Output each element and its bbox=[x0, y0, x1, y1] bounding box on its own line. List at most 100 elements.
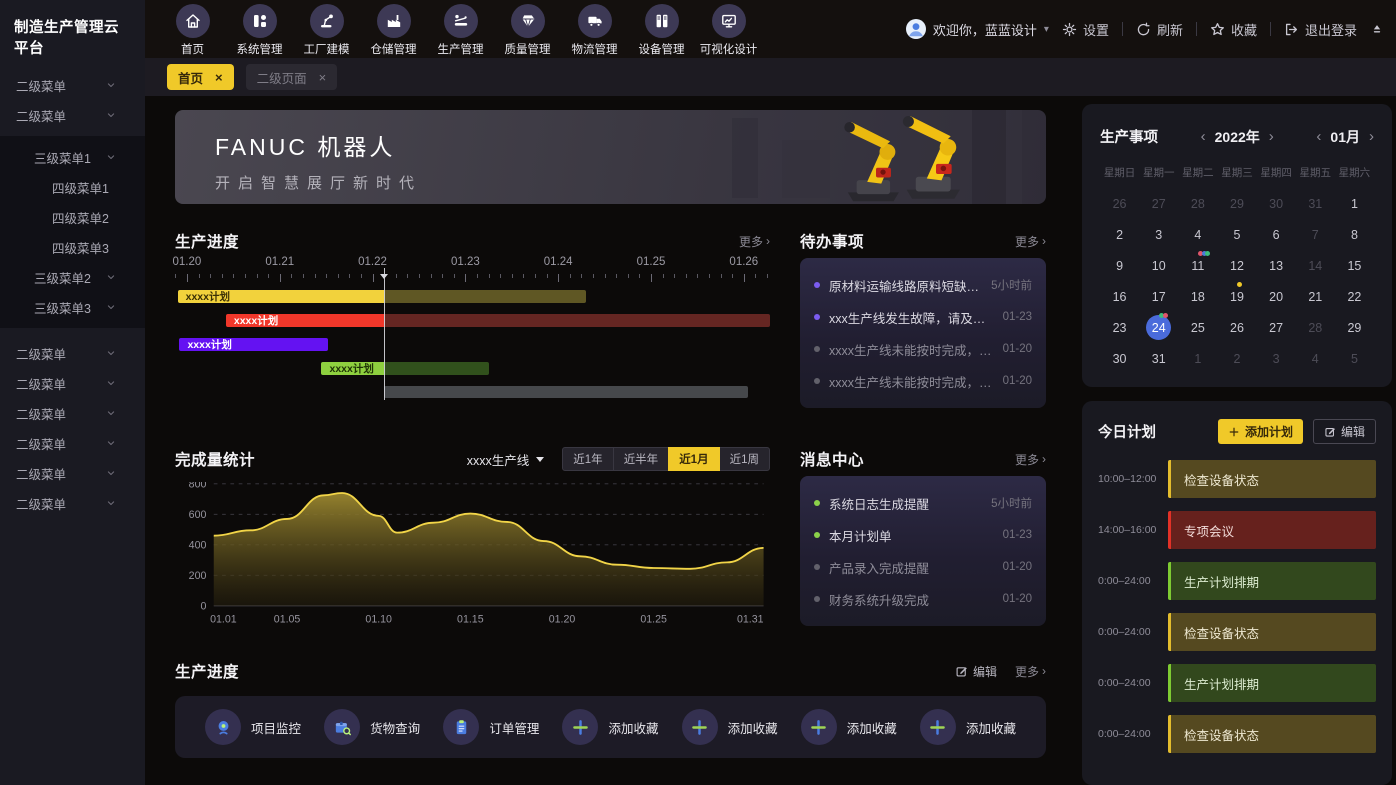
sidebar-item[interactable]: 四级菜单3 bbox=[0, 232, 145, 262]
plan-item[interactable]: 0:00–24:00 生产计划排期 bbox=[1098, 562, 1376, 600]
next-year-button[interactable]: › bbox=[1268, 128, 1274, 145]
sidebar-item[interactable]: 二级菜单 bbox=[0, 488, 145, 518]
tab-active[interactable]: 首页 × bbox=[167, 64, 234, 90]
calendar-day[interactable]: 6 bbox=[1257, 219, 1296, 250]
gantt-chart[interactable]: 01.20 01.21 01.22 01.23 01.24 01.25 01.26 xxxx计… bbox=[173, 256, 770, 404]
calendar-day[interactable]: 14 bbox=[1296, 250, 1335, 281]
sidebar-item[interactable]: 二级菜单 bbox=[0, 100, 145, 130]
range-tab[interactable]: 近半年 bbox=[612, 447, 670, 471]
calendar-day[interactable]: 26 bbox=[1100, 188, 1139, 219]
prev-year-button[interactable]: ‹ bbox=[1200, 128, 1206, 145]
nav-item-warehouse[interactable]: 仓储管理 bbox=[360, 2, 427, 57]
plan-item[interactable]: 0:00–24:00 检查设备状态 bbox=[1098, 715, 1376, 753]
list-item[interactable]: xxxx生产线未能按时完成，请补... 01-20 bbox=[814, 337, 1032, 361]
add-plan-button[interactable]: 添加计划 bbox=[1217, 419, 1303, 444]
edit-plan-button[interactable]: 编辑 bbox=[1312, 419, 1376, 444]
calendar-day[interactable]: 19 bbox=[1217, 281, 1256, 312]
plan-item[interactable]: 10:00–12:00 检查设备状态 bbox=[1098, 460, 1376, 498]
prev-month-button[interactable]: ‹ bbox=[1316, 128, 1322, 145]
calendar-day[interactable]: 8 bbox=[1335, 219, 1374, 250]
gantt-bar[interactable] bbox=[383, 386, 749, 398]
calendar-day[interactable]: 28 bbox=[1296, 312, 1335, 343]
calendar-day[interactable]: 2 bbox=[1100, 219, 1139, 250]
sidebar-item[interactable]: 二级菜单 bbox=[0, 398, 145, 428]
calendar-day[interactable]: 3 bbox=[1139, 219, 1178, 250]
more-link[interactable]: 更多 › bbox=[738, 234, 770, 249]
sidebar-item[interactable]: 四级菜单2 bbox=[0, 202, 145, 232]
nav-item-robot-arm[interactable]: 工厂建模 bbox=[293, 2, 360, 57]
tab-inactive[interactable]: 二级页面 × bbox=[245, 64, 338, 90]
header-action-logout[interactable]: 退出登录 bbox=[1284, 20, 1357, 39]
calendar-day[interactable]: 30 bbox=[1100, 343, 1139, 374]
calendar-day[interactable]: 29 bbox=[1335, 312, 1374, 343]
more-link[interactable]: 更多 › bbox=[1014, 452, 1046, 467]
shortcut-monitor-camera[interactable]: 项目监控 bbox=[205, 709, 301, 745]
calendar-day[interactable]: 26 bbox=[1217, 312, 1256, 343]
collapse-header-button[interactable] bbox=[1370, 22, 1384, 36]
plan-item[interactable]: 0:00–24:00 检查设备状态 bbox=[1098, 613, 1376, 651]
next-month-button[interactable]: › bbox=[1368, 128, 1374, 145]
header-action-star[interactable]: 收藏 bbox=[1210, 20, 1257, 39]
shortcut-add-plus[interactable]: 添加收藏 bbox=[919, 709, 1016, 745]
gantt-bar[interactable]: xxxx计划 bbox=[177, 290, 384, 303]
calendar-day[interactable]: 7 bbox=[1296, 219, 1335, 250]
calendar-day[interactable]: 5 bbox=[1217, 219, 1256, 250]
shortcut-cargo-search[interactable]: 货物查询 bbox=[324, 709, 420, 745]
calendar-day[interactable]: 13 bbox=[1257, 250, 1296, 281]
area-chart[interactable]: 800 600 400 200 0 01.01 01.05 01.10 01.15 01.20 01… bbox=[175, 482, 770, 628]
calendar-day[interactable]: 12 bbox=[1217, 250, 1256, 281]
calendar-day[interactable]: 15 bbox=[1335, 250, 1374, 281]
sidebar-item[interactable]: 四级菜单1 bbox=[0, 172, 145, 202]
sidebar-item[interactable]: 二级菜单 bbox=[0, 368, 145, 398]
close-icon[interactable]: × bbox=[215, 69, 223, 85]
shortcut-add-plus[interactable]: 添加收藏 bbox=[562, 709, 658, 745]
nav-item-quality[interactable]: 质量管理 bbox=[494, 2, 561, 57]
calendar-day[interactable]: 20 bbox=[1257, 281, 1296, 312]
calendar-day[interactable]: 24 bbox=[1139, 312, 1178, 343]
calendar-day[interactable]: 22 bbox=[1335, 281, 1374, 312]
shortcut-add-plus[interactable]: 添加收藏 bbox=[800, 709, 897, 745]
list-item[interactable]: xxx生产线发生故障，请及时处理 01-23 bbox=[814, 305, 1032, 329]
calendar-day[interactable]: 31 bbox=[1296, 188, 1335, 219]
list-item[interactable]: 产品录入完成提醒 01-20 bbox=[814, 555, 1032, 579]
edit-button[interactable]: 编辑 bbox=[955, 663, 997, 680]
nav-item-visual-design[interactable]: 可视化设计 bbox=[695, 2, 762, 57]
list-item[interactable]: xxxx生产线未能按时完成，请补... 01-20 bbox=[814, 369, 1032, 393]
list-item[interactable]: 本月计划单 01-23 bbox=[814, 523, 1032, 547]
calendar-day[interactable]: 27 bbox=[1139, 188, 1178, 219]
calendar-day[interactable]: 1 bbox=[1178, 343, 1217, 374]
calendar-day[interactable]: 10 bbox=[1139, 250, 1178, 281]
calendar-day[interactable]: 4 bbox=[1178, 219, 1217, 250]
calendar-day[interactable]: 17 bbox=[1139, 281, 1178, 312]
range-tab[interactable]: 近1月 bbox=[668, 447, 720, 471]
hero-banner[interactable]: FANUC 机器人 开启智慧展厅新时代 bbox=[175, 110, 1046, 204]
production-line-dropdown[interactable]: xxxx生产线 bbox=[467, 450, 545, 469]
gantt-bar[interactable]: xxxx计划 bbox=[179, 338, 328, 351]
user-menu[interactable]: 欢迎你，蓝蓝设计 ▾ bbox=[905, 19, 1049, 39]
sidebar-item[interactable]: 二级菜单 bbox=[0, 458, 145, 488]
header-action-gear[interactable]: 设置 bbox=[1062, 20, 1109, 39]
gantt-bar[interactable]: xxxx计划 bbox=[321, 362, 384, 375]
nav-item-modules[interactable]: 系统管理 bbox=[226, 2, 293, 57]
sidebar-item[interactable]: 二级菜单 bbox=[0, 428, 145, 458]
range-tab[interactable]: 近1周 bbox=[718, 447, 770, 471]
nav-item-truck[interactable]: 物流管理 bbox=[561, 2, 628, 57]
calendar-day[interactable]: 16 bbox=[1100, 281, 1139, 312]
list-item[interactable]: 原材料运输线路原料短缺，请及... 5小时前 bbox=[814, 273, 1032, 297]
calendar-day[interactable]: 31 bbox=[1139, 343, 1178, 374]
shortcut-order-list[interactable]: 订单管理 bbox=[443, 709, 539, 745]
calendar-day[interactable]: 1 bbox=[1335, 188, 1374, 219]
sidebar-item[interactable]: 三级菜单2 bbox=[0, 262, 145, 292]
sidebar-item[interactable]: 二级菜单 bbox=[0, 70, 145, 100]
plan-item[interactable]: 14:00–16:00 专项会议 bbox=[1098, 511, 1376, 549]
calendar-day[interactable]: 2 bbox=[1217, 343, 1256, 374]
nav-item-home[interactable]: 首页 bbox=[159, 2, 226, 57]
sidebar-item[interactable]: 三级菜单1 bbox=[0, 142, 145, 172]
calendar-day[interactable]: 29 bbox=[1217, 188, 1256, 219]
range-tab[interactable]: 近1年 bbox=[562, 447, 614, 471]
list-item[interactable]: 系统日志生成提醒 5小时前 bbox=[814, 491, 1032, 515]
list-item[interactable]: 财务系统升级完成 01-20 bbox=[814, 587, 1032, 611]
header-action-refresh[interactable]: 刷新 bbox=[1136, 20, 1183, 39]
more-link[interactable]: 更多 › bbox=[1014, 234, 1046, 249]
plan-item[interactable]: 0:00–24:00 生产计划排期 bbox=[1098, 664, 1376, 702]
